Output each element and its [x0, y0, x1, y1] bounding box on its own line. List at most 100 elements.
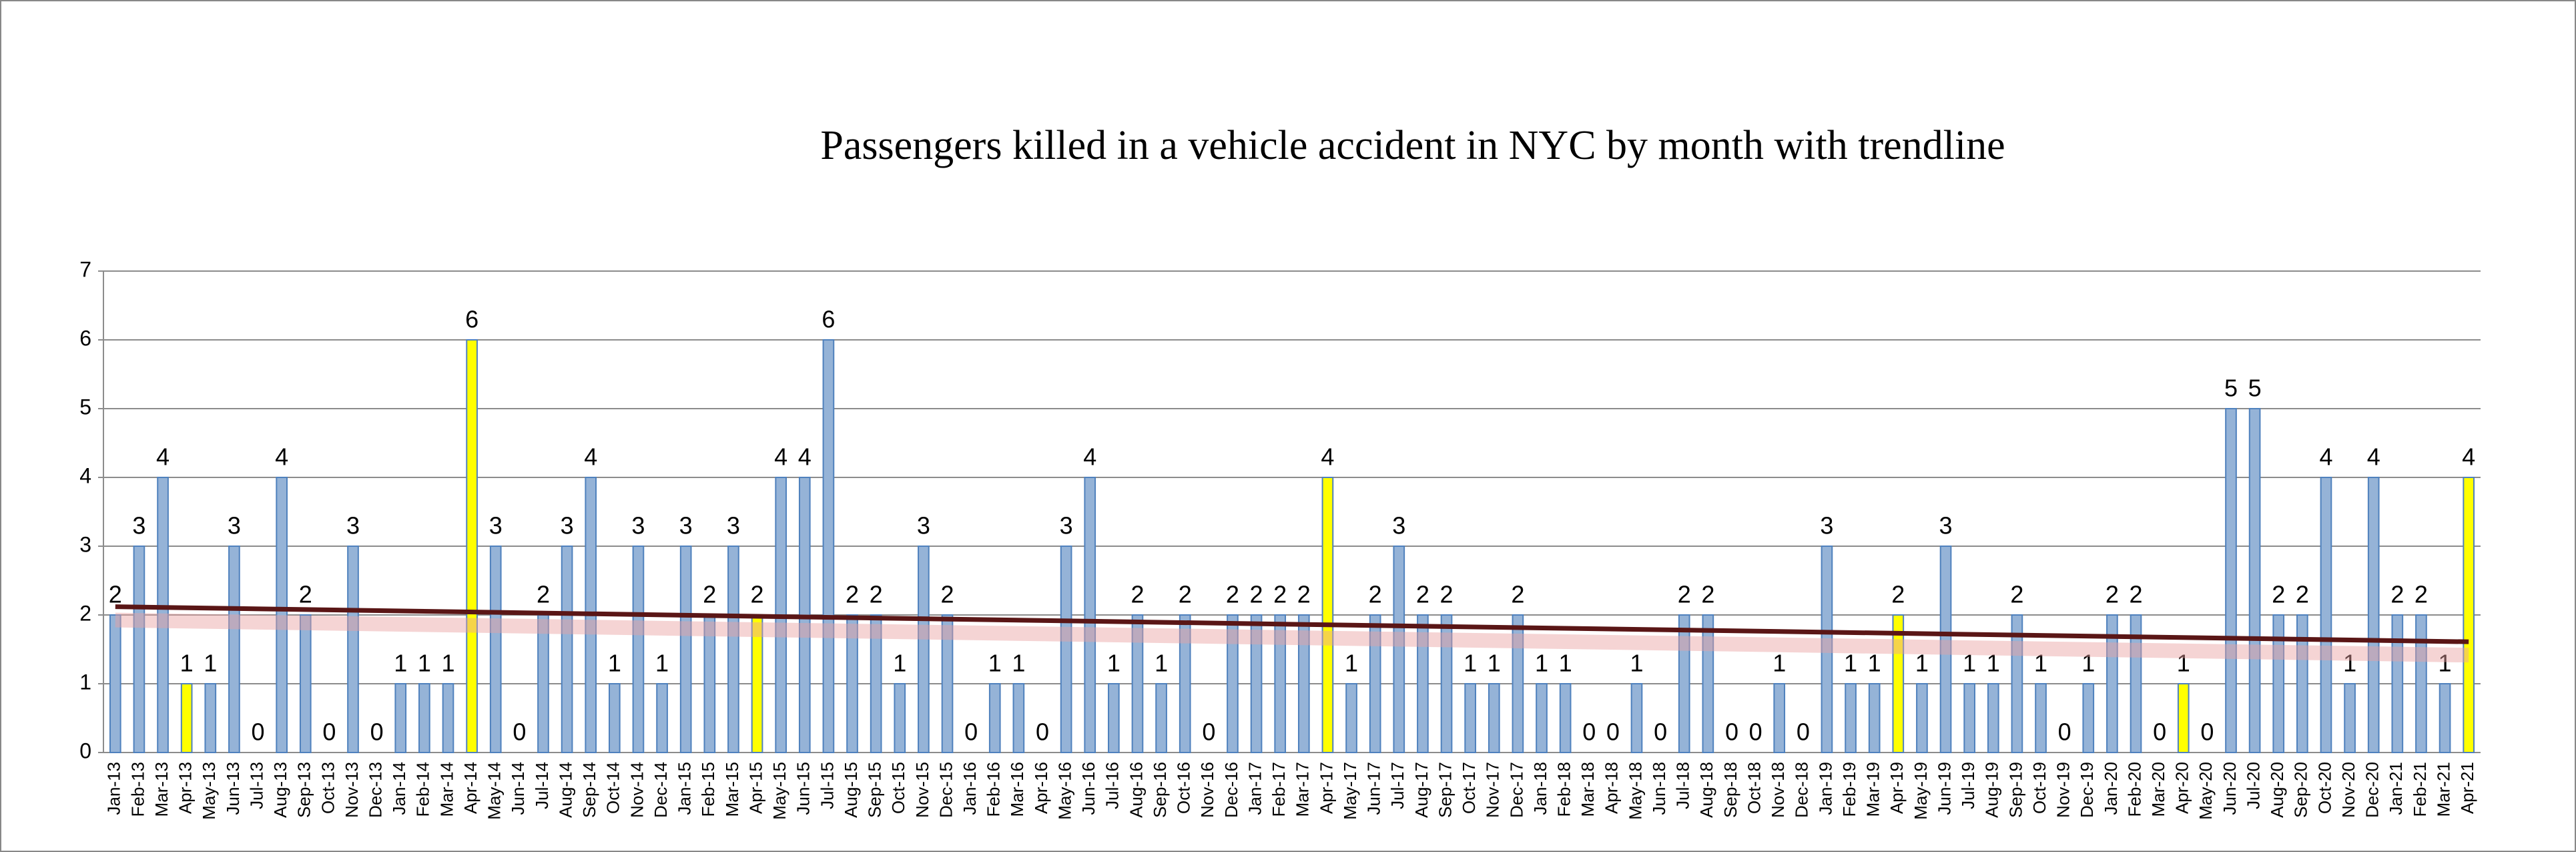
data-label: 2: [1273, 581, 1287, 608]
bar: [1393, 546, 1405, 753]
bar: [2272, 614, 2285, 753]
x-tick-label: Feb-16: [984, 762, 1004, 817]
data-label: 1: [180, 650, 194, 677]
x-tick-label: Apr-19: [1887, 762, 1907, 814]
data-label: 3: [1392, 512, 1405, 540]
data-label: 1: [441, 650, 454, 677]
data-label: 1: [1464, 650, 1477, 677]
data-label: 1: [2343, 650, 2356, 677]
x-tick-label: Feb-18: [1554, 762, 1574, 817]
bar: [894, 683, 906, 753]
data-label: 2: [940, 581, 954, 608]
x-tick-label: Jul-15: [817, 762, 837, 809]
x-tick-label: Dec-16: [1221, 762, 1241, 818]
data-label: 3: [631, 512, 645, 540]
x-tick-label: Feb-20: [2124, 762, 2144, 817]
data-label: 2: [537, 581, 550, 608]
x-tick-label: Apr-16: [1031, 762, 1051, 814]
chart-title: Passengers killed in a vehicle accident …: [820, 123, 2005, 168]
x-tick-label: Dec-20: [2362, 762, 2382, 818]
x-tick-label: Jul-18: [1673, 762, 1693, 809]
data-label: 0: [2200, 718, 2214, 746]
data-label: 4: [275, 443, 288, 471]
x-tick-label: Oct-20: [2314, 762, 2334, 814]
data-label: 4: [584, 443, 597, 471]
bar: [1845, 683, 1857, 753]
x-tick-label: Apr-20: [2172, 762, 2192, 814]
bar: [133, 546, 145, 753]
bar: [394, 683, 407, 753]
bar: [1084, 477, 1096, 753]
bar: [1987, 683, 1999, 753]
x-tick-label: Oct-14: [603, 762, 623, 814]
x-tick-label: Apr-15: [745, 762, 765, 814]
data-label: 1: [1868, 650, 1881, 677]
x-tick-label: Nov-17: [1483, 762, 1503, 818]
bar: [679, 546, 692, 753]
data-label: 2: [109, 581, 122, 608]
x-tick-label: Nov-18: [1768, 762, 1788, 818]
x-tick-label: Mar-17: [1293, 762, 1313, 817]
x-tick-label: Jan-14: [389, 762, 409, 815]
x-tick-label: Mar-15: [722, 762, 742, 817]
bar: [1630, 683, 1643, 753]
bar: [1297, 614, 1310, 753]
bar: [2296, 614, 2308, 753]
data-label: 2: [1511, 581, 1524, 608]
bar: [1131, 614, 1144, 753]
x-tick-label: Sep-15: [865, 762, 885, 818]
x-tick-label: May-15: [769, 762, 789, 820]
data-label: 0: [1797, 718, 1810, 746]
bar: [608, 683, 621, 753]
data-label: 4: [1083, 443, 1096, 471]
data-label: 4: [156, 443, 170, 471]
data-label: 5: [2248, 375, 2262, 402]
data-label: 1: [893, 650, 906, 677]
bar: [2106, 614, 2118, 753]
bar: [1868, 683, 1881, 753]
bar: [489, 546, 502, 753]
bar: [988, 683, 1001, 753]
data-label: 4: [798, 443, 812, 471]
x-tick-label: Jun-14: [508, 762, 528, 815]
x-tick-label: Jul-17: [1387, 762, 1407, 809]
data-label: 2: [1226, 581, 1239, 608]
bar: [2082, 683, 2095, 753]
x-tick-label: Jan-15: [675, 762, 695, 815]
bar: [1108, 683, 1120, 753]
data-label: 0: [370, 718, 384, 746]
trendline: [115, 604, 2469, 644]
bar: [1512, 614, 1524, 753]
x-tick-label: Mar-14: [436, 762, 456, 817]
x-tick-label: Apr-13: [176, 762, 196, 814]
bar: [1702, 614, 1714, 753]
y-tick-label: 5: [79, 395, 91, 419]
x-tick-label: Aug-19: [1982, 762, 2002, 818]
data-label: 1: [2177, 650, 2190, 677]
data-label: 1: [2034, 650, 2047, 677]
x-tick-label: Aug-13: [270, 762, 290, 818]
bar: [1440, 614, 1453, 753]
data-label: 3: [132, 512, 145, 540]
bar: [347, 546, 359, 753]
data-label: 3: [727, 512, 740, 540]
bar: [1892, 614, 1905, 753]
data-label: 1: [1107, 650, 1120, 677]
data-label: 3: [489, 512, 503, 540]
x-tick-label: Oct-19: [2029, 762, 2049, 814]
bar: [1773, 683, 1786, 753]
data-label: 1: [1630, 650, 1643, 677]
data-label: 2: [1891, 581, 1905, 608]
bar: [2130, 614, 2142, 753]
data-label: 2: [2129, 581, 2142, 608]
bar: [2035, 683, 2047, 753]
data-label: 3: [1820, 512, 1833, 540]
data-label: 1: [655, 650, 669, 677]
data-label: 1: [2439, 650, 2452, 677]
data-label: 0: [2153, 718, 2166, 746]
x-tick-label: Jan-17: [1245, 762, 1265, 815]
data-label: 0: [1654, 718, 1667, 746]
bar: [537, 614, 549, 753]
x-tick-label: Jan-13: [104, 762, 124, 815]
data-label: 1: [608, 650, 621, 677]
